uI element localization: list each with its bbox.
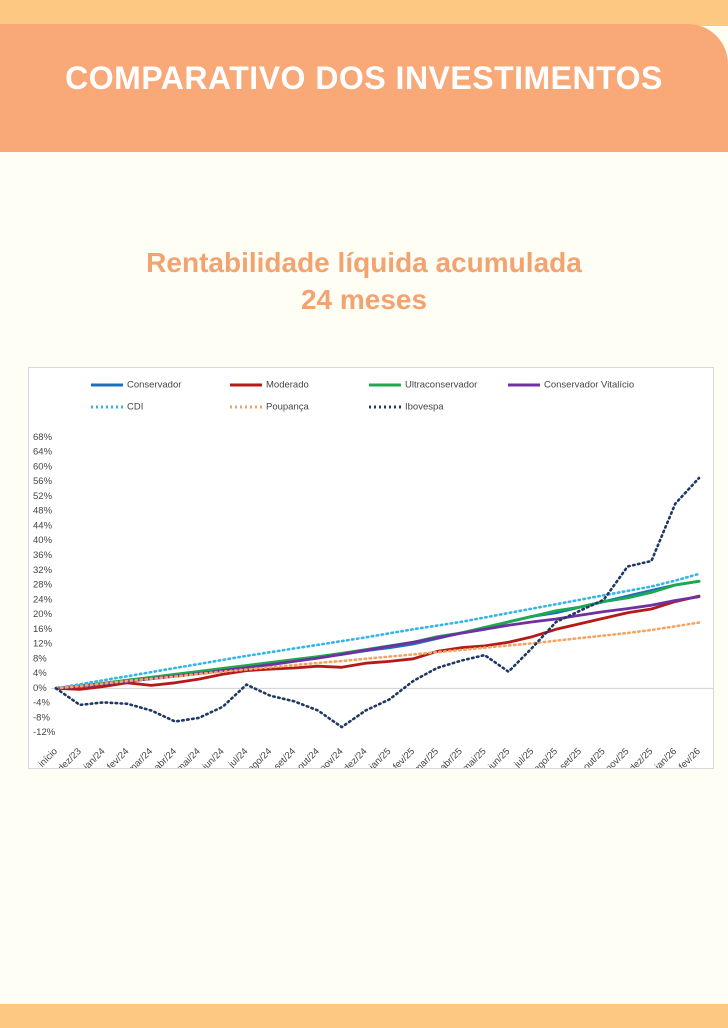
x-tick-label: set/24	[272, 746, 298, 769]
y-tick-label: 48%	[33, 506, 53, 517]
legend-label: Ultraconservador	[405, 380, 477, 391]
y-tick-label: 36%	[33, 550, 53, 561]
x-tick-label: ago/24	[246, 746, 274, 769]
x-tick-label: dez/25	[627, 746, 655, 769]
series-line	[54, 621, 701, 690]
y-tick-label: 64%	[33, 447, 53, 458]
x-tick-label: mai/24	[175, 746, 203, 769]
x-tick-label: mai/25	[461, 746, 489, 769]
y-tick-label: 4%	[33, 668, 47, 679]
series-line	[54, 595, 701, 690]
x-tick-label: mar/24	[126, 746, 155, 769]
chart-subtitle: 24 meses	[300, 284, 428, 315]
y-tick-label: 60%	[33, 461, 53, 472]
x-tick-label: jan/24	[81, 746, 108, 769]
y-tick-label: 8%	[33, 653, 47, 664]
top-band	[0, 0, 728, 26]
y-tick-label: 16%	[33, 624, 53, 635]
chart-title: Rentabilidade líquida acumulada	[146, 247, 582, 278]
x-tick-label: dez/24	[342, 746, 370, 769]
x-tick-label: mar/25	[412, 746, 441, 769]
series-line	[54, 572, 701, 690]
y-tick-label: 20%	[33, 609, 53, 620]
x-tick-label: set/25	[558, 746, 584, 769]
legend-label: Conservador	[127, 380, 181, 391]
x-tick-label: jan/25	[367, 746, 394, 769]
page-title: COMPARATIVO DOS INVESTIMENTOS	[65, 60, 663, 96]
x-tick-label: fev/26	[677, 746, 703, 769]
chart-heading: Rentabilidade líquida acumulada 24 meses	[0, 244, 728, 318]
series-line	[54, 476, 701, 729]
y-tick-label: 12%	[33, 639, 53, 650]
header: COMPARATIVO DOS INVESTIMENTOS	[0, 24, 728, 152]
y-tick-label: 52%	[33, 491, 53, 502]
x-tick-label: ago/25	[532, 746, 560, 769]
bottom-band	[0, 1004, 728, 1028]
y-tick-label: 0%	[33, 683, 47, 694]
y-tick-label: -4%	[33, 698, 50, 709]
y-tick-label: 40%	[33, 535, 53, 546]
series-line	[54, 594, 701, 691]
legend-label: Poupança	[266, 402, 310, 413]
x-tick-label: dez/23	[56, 746, 84, 769]
y-tick-label: 24%	[33, 594, 53, 605]
legend-label: Ibovespa	[405, 402, 444, 413]
x-tick-label: jan/26	[652, 746, 679, 769]
y-tick-label: 28%	[33, 580, 53, 591]
y-tick-label: 56%	[33, 476, 53, 487]
y-tick-label: 32%	[33, 565, 53, 576]
legend-label: Conservador Vitalício	[544, 380, 634, 391]
legend-label: Moderado	[266, 380, 309, 391]
chart: -12% -8% -4% 0% 4% 8% 12% 16% 20% 24% 28% 32% 36% 40%…	[28, 367, 714, 769]
y-tick-label: -8%	[33, 712, 50, 723]
y-tick-label: 44%	[33, 520, 53, 531]
y-tick-label: 68%	[33, 432, 53, 443]
y-tick-label: -12%	[33, 727, 56, 738]
x-tick-label: jun/24	[200, 746, 227, 769]
x-tick-label: jun/25	[486, 746, 513, 769]
legend-label: CDI	[127, 402, 143, 413]
